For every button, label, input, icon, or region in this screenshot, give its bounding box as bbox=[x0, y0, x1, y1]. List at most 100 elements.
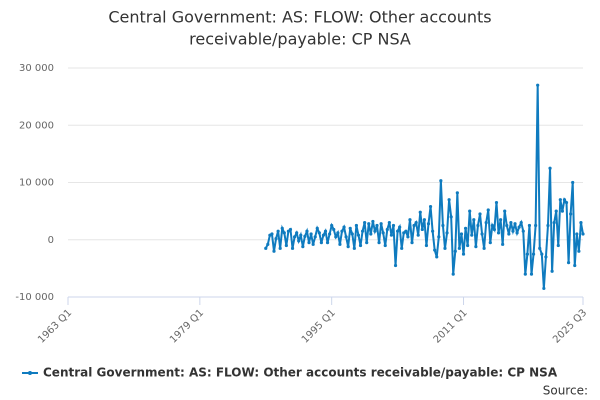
point bbox=[548, 166, 552, 170]
point bbox=[424, 243, 429, 248]
point bbox=[330, 223, 334, 228]
point bbox=[571, 180, 575, 185]
point bbox=[274, 237, 278, 241]
point bbox=[527, 223, 532, 228]
point bbox=[439, 179, 443, 183]
point bbox=[278, 246, 282, 250]
point bbox=[400, 246, 404, 250]
point bbox=[556, 243, 560, 248]
point bbox=[428, 204, 433, 209]
point bbox=[336, 231, 340, 235]
point bbox=[282, 231, 286, 235]
source: Source: bbox=[543, 384, 588, 398]
point bbox=[309, 232, 313, 236]
point bbox=[544, 255, 548, 259]
legend-marker bbox=[28, 371, 32, 375]
point bbox=[303, 234, 307, 238]
point bbox=[476, 223, 480, 228]
point bbox=[369, 232, 373, 236]
point bbox=[552, 220, 556, 225]
point bbox=[365, 241, 369, 245]
point bbox=[525, 252, 529, 256]
point bbox=[383, 243, 387, 248]
point bbox=[435, 255, 439, 259]
point bbox=[558, 198, 562, 202]
point bbox=[354, 223, 358, 228]
point bbox=[453, 249, 457, 253]
point bbox=[385, 227, 389, 232]
chart-title-line: receivable/payable: CP NSA bbox=[189, 30, 411, 49]
legend-label: Central Government: AS: FLOW: Other acco… bbox=[43, 366, 558, 380]
point bbox=[319, 241, 323, 245]
point bbox=[297, 239, 301, 243]
point bbox=[266, 242, 270, 246]
point bbox=[422, 218, 426, 222]
point bbox=[325, 241, 330, 245]
point bbox=[433, 248, 437, 252]
point bbox=[538, 246, 542, 250]
point bbox=[486, 208, 490, 212]
point bbox=[344, 235, 348, 239]
point bbox=[466, 243, 470, 248]
point bbox=[398, 225, 402, 229]
series-line bbox=[264, 85, 584, 289]
point bbox=[379, 222, 383, 226]
point bbox=[447, 198, 451, 202]
point bbox=[484, 220, 488, 225]
point bbox=[511, 229, 515, 233]
point bbox=[348, 226, 352, 230]
x-tick-label: 1963 Q1 bbox=[36, 307, 74, 345]
point bbox=[490, 223, 494, 228]
point bbox=[443, 246, 447, 250]
point bbox=[503, 209, 507, 213]
point bbox=[542, 286, 546, 291]
point bbox=[463, 226, 468, 230]
point bbox=[445, 231, 449, 235]
point bbox=[270, 232, 274, 236]
point bbox=[295, 231, 299, 235]
point bbox=[334, 235, 338, 239]
point bbox=[358, 243, 363, 248]
point bbox=[340, 229, 344, 233]
point bbox=[492, 227, 497, 232]
point bbox=[529, 272, 534, 276]
point bbox=[406, 235, 410, 239]
point bbox=[449, 215, 453, 219]
point bbox=[377, 241, 381, 245]
point bbox=[531, 252, 536, 256]
point bbox=[313, 235, 317, 239]
point bbox=[387, 220, 391, 225]
point bbox=[437, 235, 441, 239]
point bbox=[451, 272, 455, 276]
point bbox=[546, 223, 550, 228]
point bbox=[408, 218, 412, 222]
point bbox=[499, 218, 503, 222]
y-tick-label: 10 000 bbox=[19, 178, 54, 189]
point bbox=[480, 232, 484, 236]
point bbox=[534, 223, 538, 228]
point bbox=[290, 246, 295, 250]
point bbox=[441, 223, 445, 228]
point bbox=[550, 269, 554, 273]
point bbox=[375, 223, 379, 228]
y-tick-label: 0 bbox=[48, 235, 54, 246]
y-tick-label: 20 000 bbox=[19, 120, 54, 131]
point bbox=[360, 229, 365, 233]
point bbox=[338, 242, 342, 246]
point bbox=[579, 220, 583, 225]
point bbox=[573, 263, 577, 268]
point bbox=[577, 249, 581, 253]
point bbox=[468, 209, 472, 213]
point bbox=[513, 222, 517, 226]
point bbox=[272, 249, 276, 253]
point bbox=[418, 210, 422, 214]
point bbox=[342, 225, 346, 229]
point bbox=[474, 245, 478, 249]
point bbox=[404, 229, 408, 233]
point bbox=[488, 241, 492, 245]
y-tick-label: -10 000 bbox=[15, 292, 54, 303]
point bbox=[581, 232, 585, 236]
point bbox=[346, 245, 350, 249]
point bbox=[515, 231, 519, 235]
